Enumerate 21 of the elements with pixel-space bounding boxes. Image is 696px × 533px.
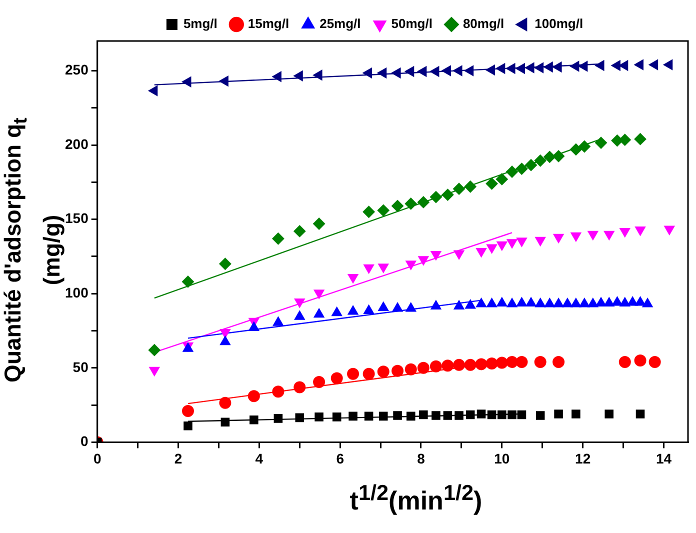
legend-label: 25mg/l bbox=[320, 16, 361, 32]
x-tick-label: 14 bbox=[656, 450, 672, 466]
x-tick-label: 6 bbox=[336, 450, 344, 466]
y-tick-label: 50 bbox=[72, 358, 89, 375]
x-tick-label: 0 bbox=[93, 450, 102, 466]
x-tick-label: 8 bbox=[417, 450, 426, 466]
y-tick-label: 250 bbox=[65, 62, 89, 78]
legend-label: 15mg/l bbox=[248, 16, 290, 32]
x-tick-label: 4 bbox=[255, 450, 264, 466]
legend-label: 100mg/l bbox=[534, 16, 584, 32]
y-tick-label: 200 bbox=[65, 136, 89, 152]
x-tick-label: 2 bbox=[174, 450, 182, 466]
x-tick-label: 10 bbox=[494, 450, 510, 466]
legend-label: 5mg/l bbox=[183, 16, 218, 32]
x-tick-label: 12 bbox=[575, 450, 591, 466]
legend-label: 50mg/l bbox=[391, 16, 432, 32]
y-tick-label: 150 bbox=[65, 210, 89, 226]
y-tick-label: 100 bbox=[65, 284, 89, 300]
legend-label: 80mg/l bbox=[462, 16, 504, 32]
x-axis-title: t$^{1/2}$(min$^{1/2}$) bbox=[348, 479, 484, 518]
y-tick-label: 0 bbox=[80, 433, 89, 450]
